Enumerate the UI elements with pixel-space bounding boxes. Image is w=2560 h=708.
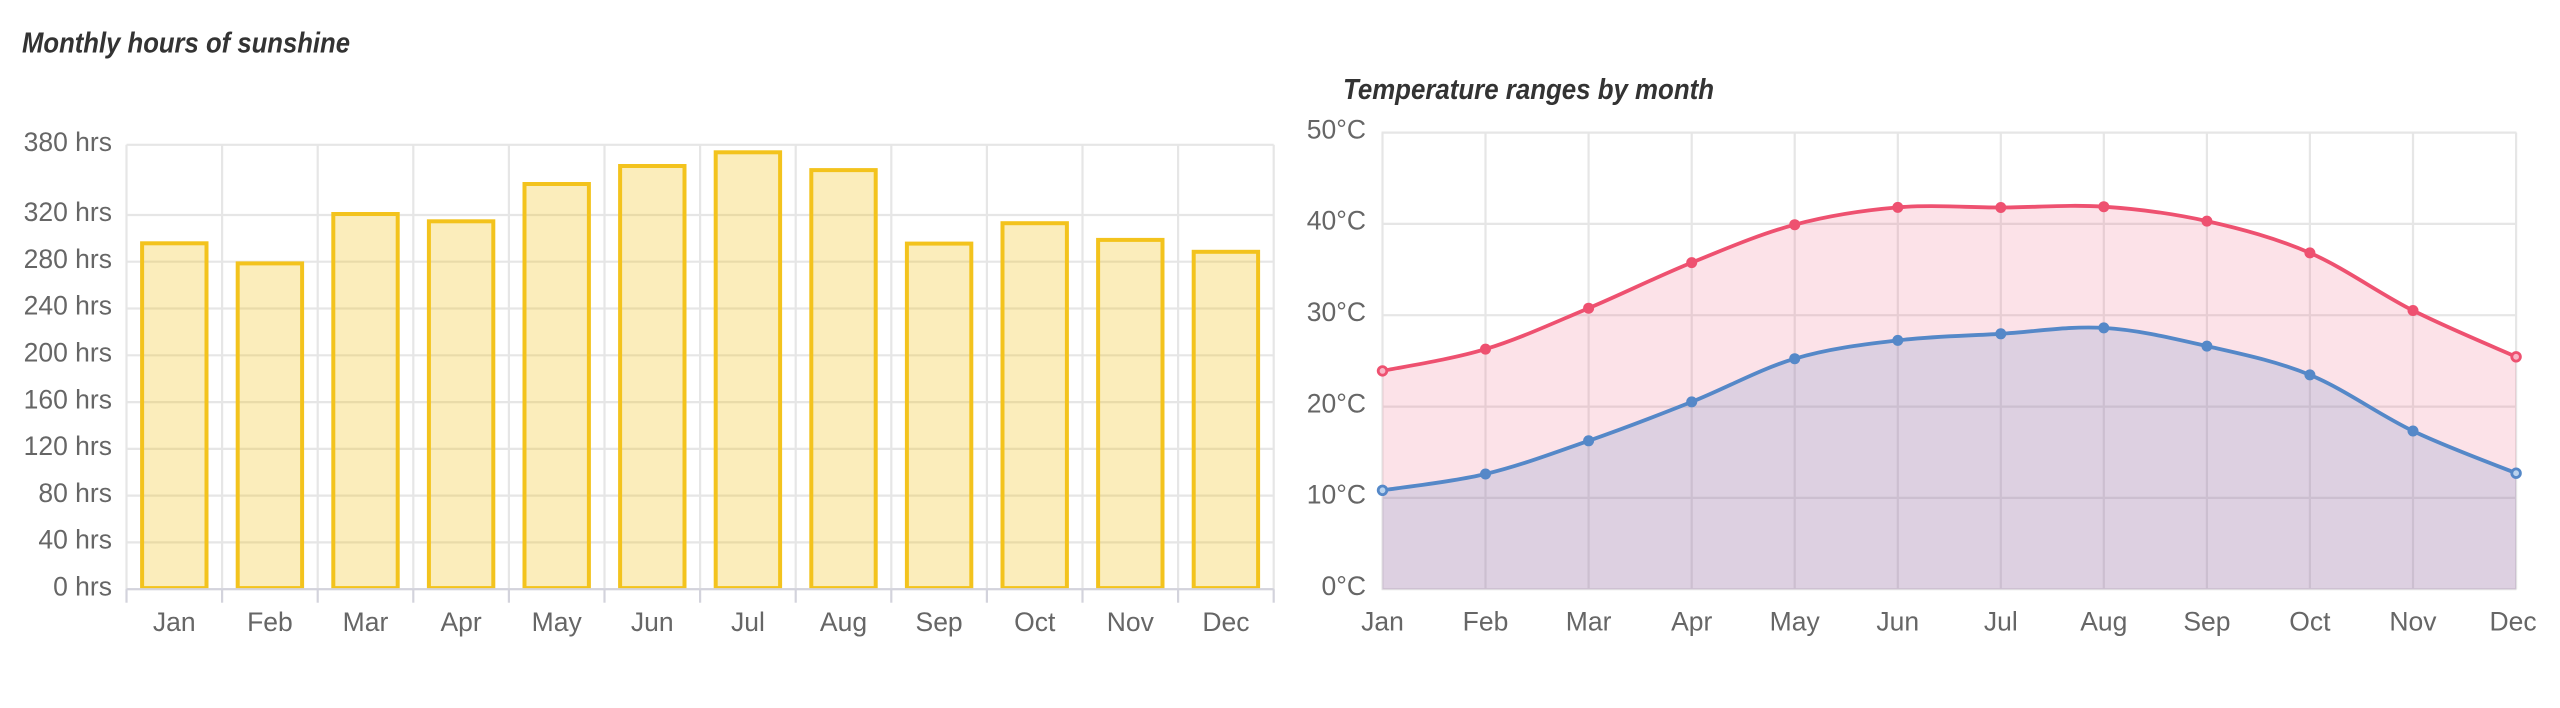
svg-text:Nov: Nov [2389, 607, 2437, 637]
svg-text:120 hrs: 120 hrs [24, 431, 112, 461]
svg-text:Jun: Jun [1876, 607, 1919, 637]
svg-text:Feb: Feb [247, 607, 293, 637]
svg-text:10°C: 10°C [1307, 480, 1366, 510]
svg-text:Sep: Sep [916, 607, 963, 637]
svg-text:Dec: Dec [2490, 607, 2537, 637]
svg-text:Aug: Aug [2080, 607, 2127, 637]
svg-text:80 hrs: 80 hrs [38, 478, 112, 508]
svg-text:Jun: Jun [631, 607, 674, 637]
svg-text:160 hrs: 160 hrs [24, 384, 112, 414]
svg-text:Nov: Nov [1107, 607, 1155, 637]
svg-text:Mar: Mar [1566, 607, 1612, 637]
svg-text:280 hrs: 280 hrs [24, 244, 112, 274]
svg-text:Jan: Jan [153, 607, 196, 637]
svg-text:0°C: 0°C [1322, 571, 1366, 601]
svg-text:50°C: 50°C [1307, 114, 1366, 144]
svg-text:May: May [1770, 607, 1821, 637]
svg-text:380 hrs: 380 hrs [24, 127, 112, 157]
svg-text:Feb: Feb [1463, 607, 1509, 637]
svg-text:May: May [532, 607, 583, 637]
svg-text:Temperature ranges by month: Temperature ranges by month [1343, 74, 1714, 106]
svg-text:240 hrs: 240 hrs [24, 291, 112, 321]
svg-text:Oct: Oct [1014, 607, 1056, 637]
svg-text:0 hrs: 0 hrs [53, 571, 112, 601]
svg-text:Mar: Mar [343, 607, 389, 637]
svg-text:30°C: 30°C [1307, 297, 1366, 327]
svg-text:Dec: Dec [1202, 607, 1249, 637]
svg-text:Monthly hours of sunshine: Monthly hours of sunshine [22, 28, 350, 60]
svg-text:Apr: Apr [1671, 607, 1712, 637]
svg-text:Jul: Jul [1984, 607, 2018, 637]
svg-text:Jul: Jul [731, 607, 765, 637]
svg-text:Apr: Apr [440, 607, 481, 637]
svg-text:Sep: Sep [2183, 607, 2230, 637]
svg-text:20°C: 20°C [1307, 388, 1366, 418]
svg-text:200 hrs: 200 hrs [24, 338, 112, 368]
svg-text:320 hrs: 320 hrs [24, 197, 112, 227]
svg-text:Aug: Aug [820, 607, 867, 637]
svg-text:40 hrs: 40 hrs [38, 525, 112, 555]
svg-text:Oct: Oct [2289, 607, 2331, 637]
svg-text:Jan: Jan [1361, 607, 1404, 637]
svg-text:40°C: 40°C [1307, 206, 1366, 236]
